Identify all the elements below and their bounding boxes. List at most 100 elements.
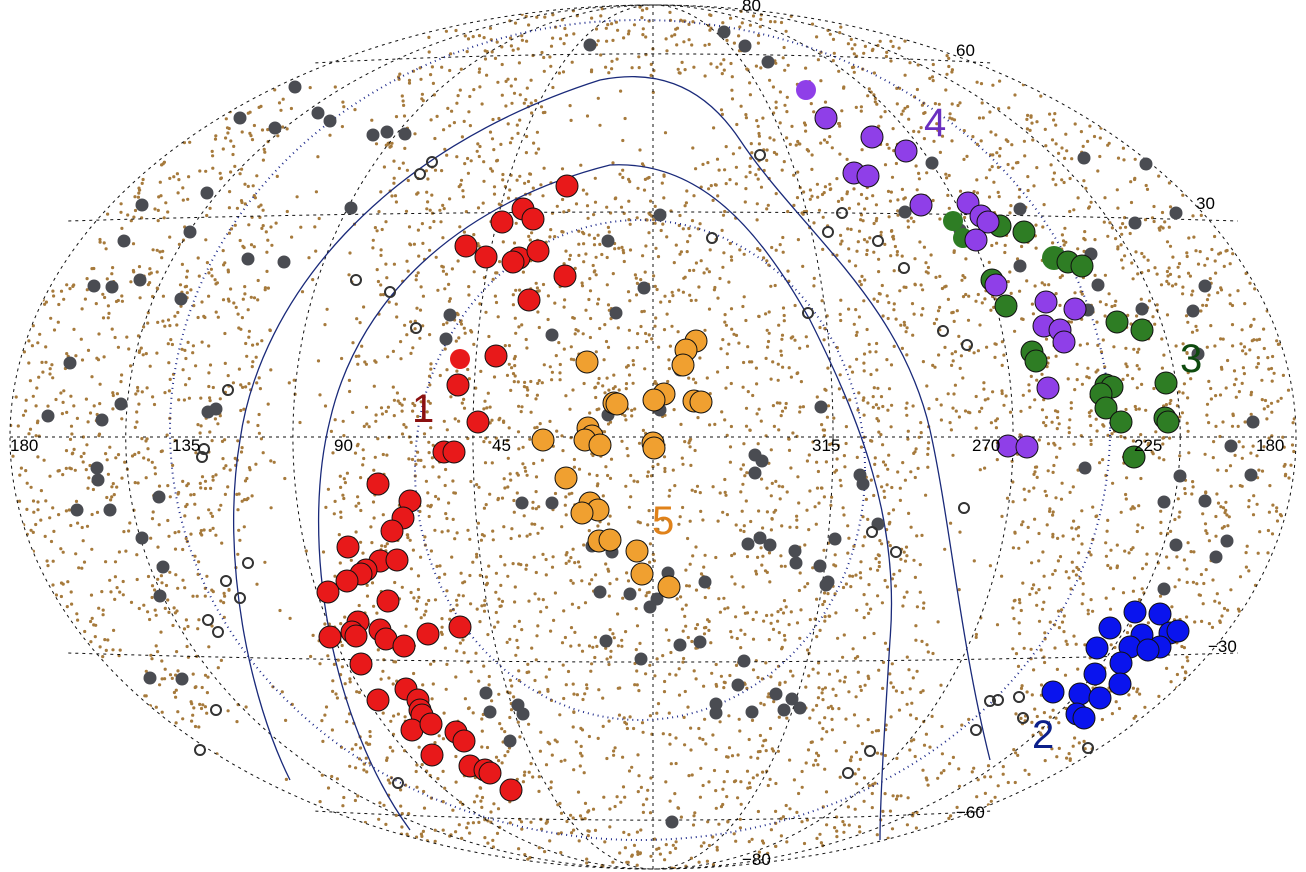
background-point (51, 289, 55, 293)
background-point (1035, 120, 1039, 124)
background-point (851, 574, 855, 578)
background-point (1160, 210, 1165, 215)
background-point (435, 564, 439, 569)
background-point (880, 283, 884, 288)
background-point (627, 505, 632, 509)
background-point (1204, 303, 1208, 308)
background-point (348, 680, 352, 684)
background-point (748, 428, 752, 432)
background-point (643, 270, 647, 274)
background-point (511, 303, 515, 307)
background-point (551, 13, 555, 17)
background-point (590, 68, 594, 72)
background-point (1048, 509, 1052, 513)
background-point (989, 799, 993, 803)
background-point (211, 478, 215, 482)
background-point (144, 352, 148, 356)
background-point (445, 662, 449, 667)
background-point (785, 716, 789, 720)
background-point (353, 108, 357, 112)
background-point (364, 756, 368, 760)
background-point (668, 672, 672, 676)
background-point (582, 381, 586, 386)
background-point (434, 494, 438, 499)
background-point (463, 331, 467, 335)
background-point (1137, 504, 1141, 508)
background-point (76, 618, 80, 622)
background-point (1249, 324, 1253, 328)
background-point (182, 627, 187, 631)
background-point (1115, 188, 1119, 192)
background-point (748, 170, 752, 174)
background-point (90, 512, 94, 517)
background-point (1011, 546, 1016, 550)
background-point (646, 788, 650, 792)
background-point (823, 767, 827, 771)
background-point (1145, 187, 1150, 191)
background-point (558, 378, 562, 382)
background-point (117, 550, 121, 554)
background-point (808, 188, 813, 192)
background-point (1021, 581, 1025, 585)
background-point (934, 275, 938, 279)
background-point (616, 28, 620, 32)
background-point (723, 490, 727, 494)
background-point (388, 745, 392, 750)
background-point (847, 536, 851, 540)
background-point (31, 499, 36, 503)
background-point (738, 248, 742, 252)
background-point (906, 219, 910, 223)
background-point (54, 397, 58, 402)
background-point (747, 737, 751, 742)
background-point (1290, 443, 1295, 447)
background-point (817, 686, 821, 690)
background-point (110, 495, 114, 499)
background-point (729, 630, 733, 634)
background-point (809, 102, 813, 106)
background-point (1101, 338, 1105, 342)
background-point (573, 561, 577, 565)
background-point (146, 447, 150, 451)
background-point (842, 633, 846, 637)
background-point (156, 545, 160, 549)
background-point (1013, 530, 1017, 534)
background-point (482, 506, 486, 510)
background-point (746, 786, 750, 790)
background-point (1155, 272, 1159, 276)
background-point (46, 404, 50, 408)
background-point (754, 173, 758, 177)
background-point (471, 821, 475, 825)
background-point (676, 330, 680, 334)
background-point (61, 400, 65, 404)
background-point (1161, 226, 1165, 230)
background-point (1195, 582, 1199, 586)
background-point (98, 402, 102, 406)
background-point (894, 797, 899, 801)
background-point (810, 167, 814, 171)
background-point (788, 758, 792, 762)
background-point (773, 283, 777, 288)
background-point (92, 404, 96, 408)
background-point (1256, 551, 1260, 555)
background-point (1228, 302, 1232, 306)
background-point (728, 445, 733, 449)
background-point (839, 484, 843, 488)
background-point (630, 853, 634, 857)
background-point (482, 160, 486, 164)
background-point (717, 597, 721, 601)
background-point (520, 34, 524, 38)
background-point (858, 757, 863, 762)
background-point (874, 403, 879, 407)
background-point (846, 524, 850, 528)
background-point (1147, 441, 1151, 445)
background-point (666, 379, 670, 384)
background-point (236, 312, 240, 316)
background-point (1287, 476, 1291, 480)
background-point (451, 808, 455, 812)
background-point (462, 397, 466, 401)
background-point (111, 482, 115, 486)
background-point (1076, 667, 1080, 671)
background-point (348, 389, 352, 394)
background-point (239, 408, 243, 413)
background-point (744, 499, 748, 503)
